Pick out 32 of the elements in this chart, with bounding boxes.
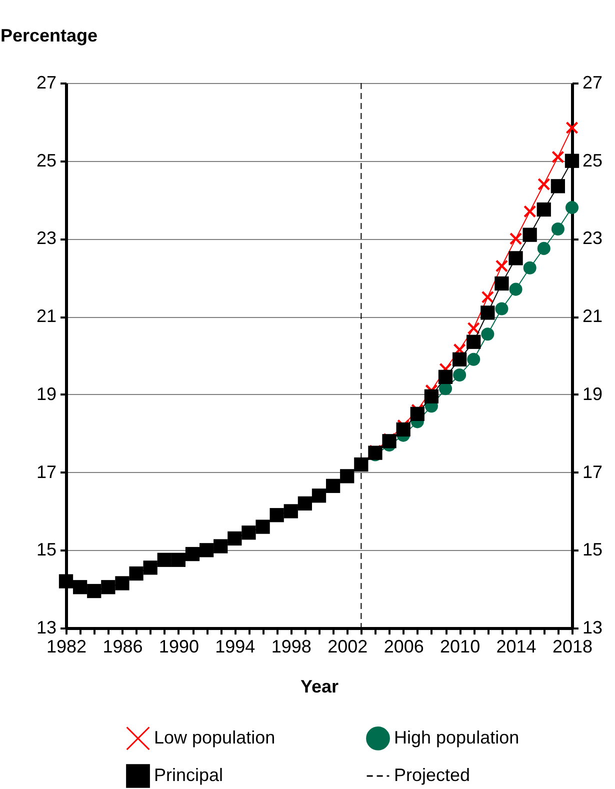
y-tick-label: 25 [36, 150, 56, 170]
y2-tick-label: 17 [582, 462, 603, 482]
y-tick-label: 17 [36, 462, 56, 482]
x-tick-label: 2002 [328, 636, 368, 656]
x-tick-label: 2018 [552, 636, 593, 656]
y2-tick-label: 13 [582, 618, 603, 638]
x-tick-label: 2006 [384, 636, 424, 656]
legend-label: Low population [154, 727, 276, 748]
y-tick-label: 23 [36, 228, 56, 248]
y-tick-label: 13 [36, 618, 56, 638]
y2-tick-label: 25 [582, 150, 603, 170]
x-axis-title: Year [300, 676, 339, 696]
legend-label: Projected [394, 765, 470, 785]
x-tick-label: 1986 [102, 636, 143, 656]
x-tick-label: 2014 [496, 636, 536, 656]
legend-label: High population [394, 727, 520, 748]
y2-tick-label: 15 [582, 540, 603, 560]
y2-tick-label: 21 [582, 306, 603, 326]
x-tick-label: 1994 [215, 636, 256, 656]
y2-tick-label: 23 [582, 228, 603, 248]
y-tick-label: 19 [36, 384, 56, 404]
y-tick-label: 21 [36, 306, 56, 326]
y-tick-label: 27 [36, 72, 56, 92]
y2-tick-label: 19 [582, 384, 603, 404]
x-tick-label: 1998 [271, 636, 312, 656]
x-tick-label: 2010 [440, 636, 480, 656]
x-tick-label: 1990 [158, 636, 199, 656]
x-tick-label: 1982 [46, 636, 87, 656]
y2-tick-label: 27 [582, 72, 603, 92]
legend-label: Principal [154, 765, 224, 785]
y-axis-title: Percentage [0, 26, 98, 46]
y-tick-label: 15 [36, 540, 56, 560]
